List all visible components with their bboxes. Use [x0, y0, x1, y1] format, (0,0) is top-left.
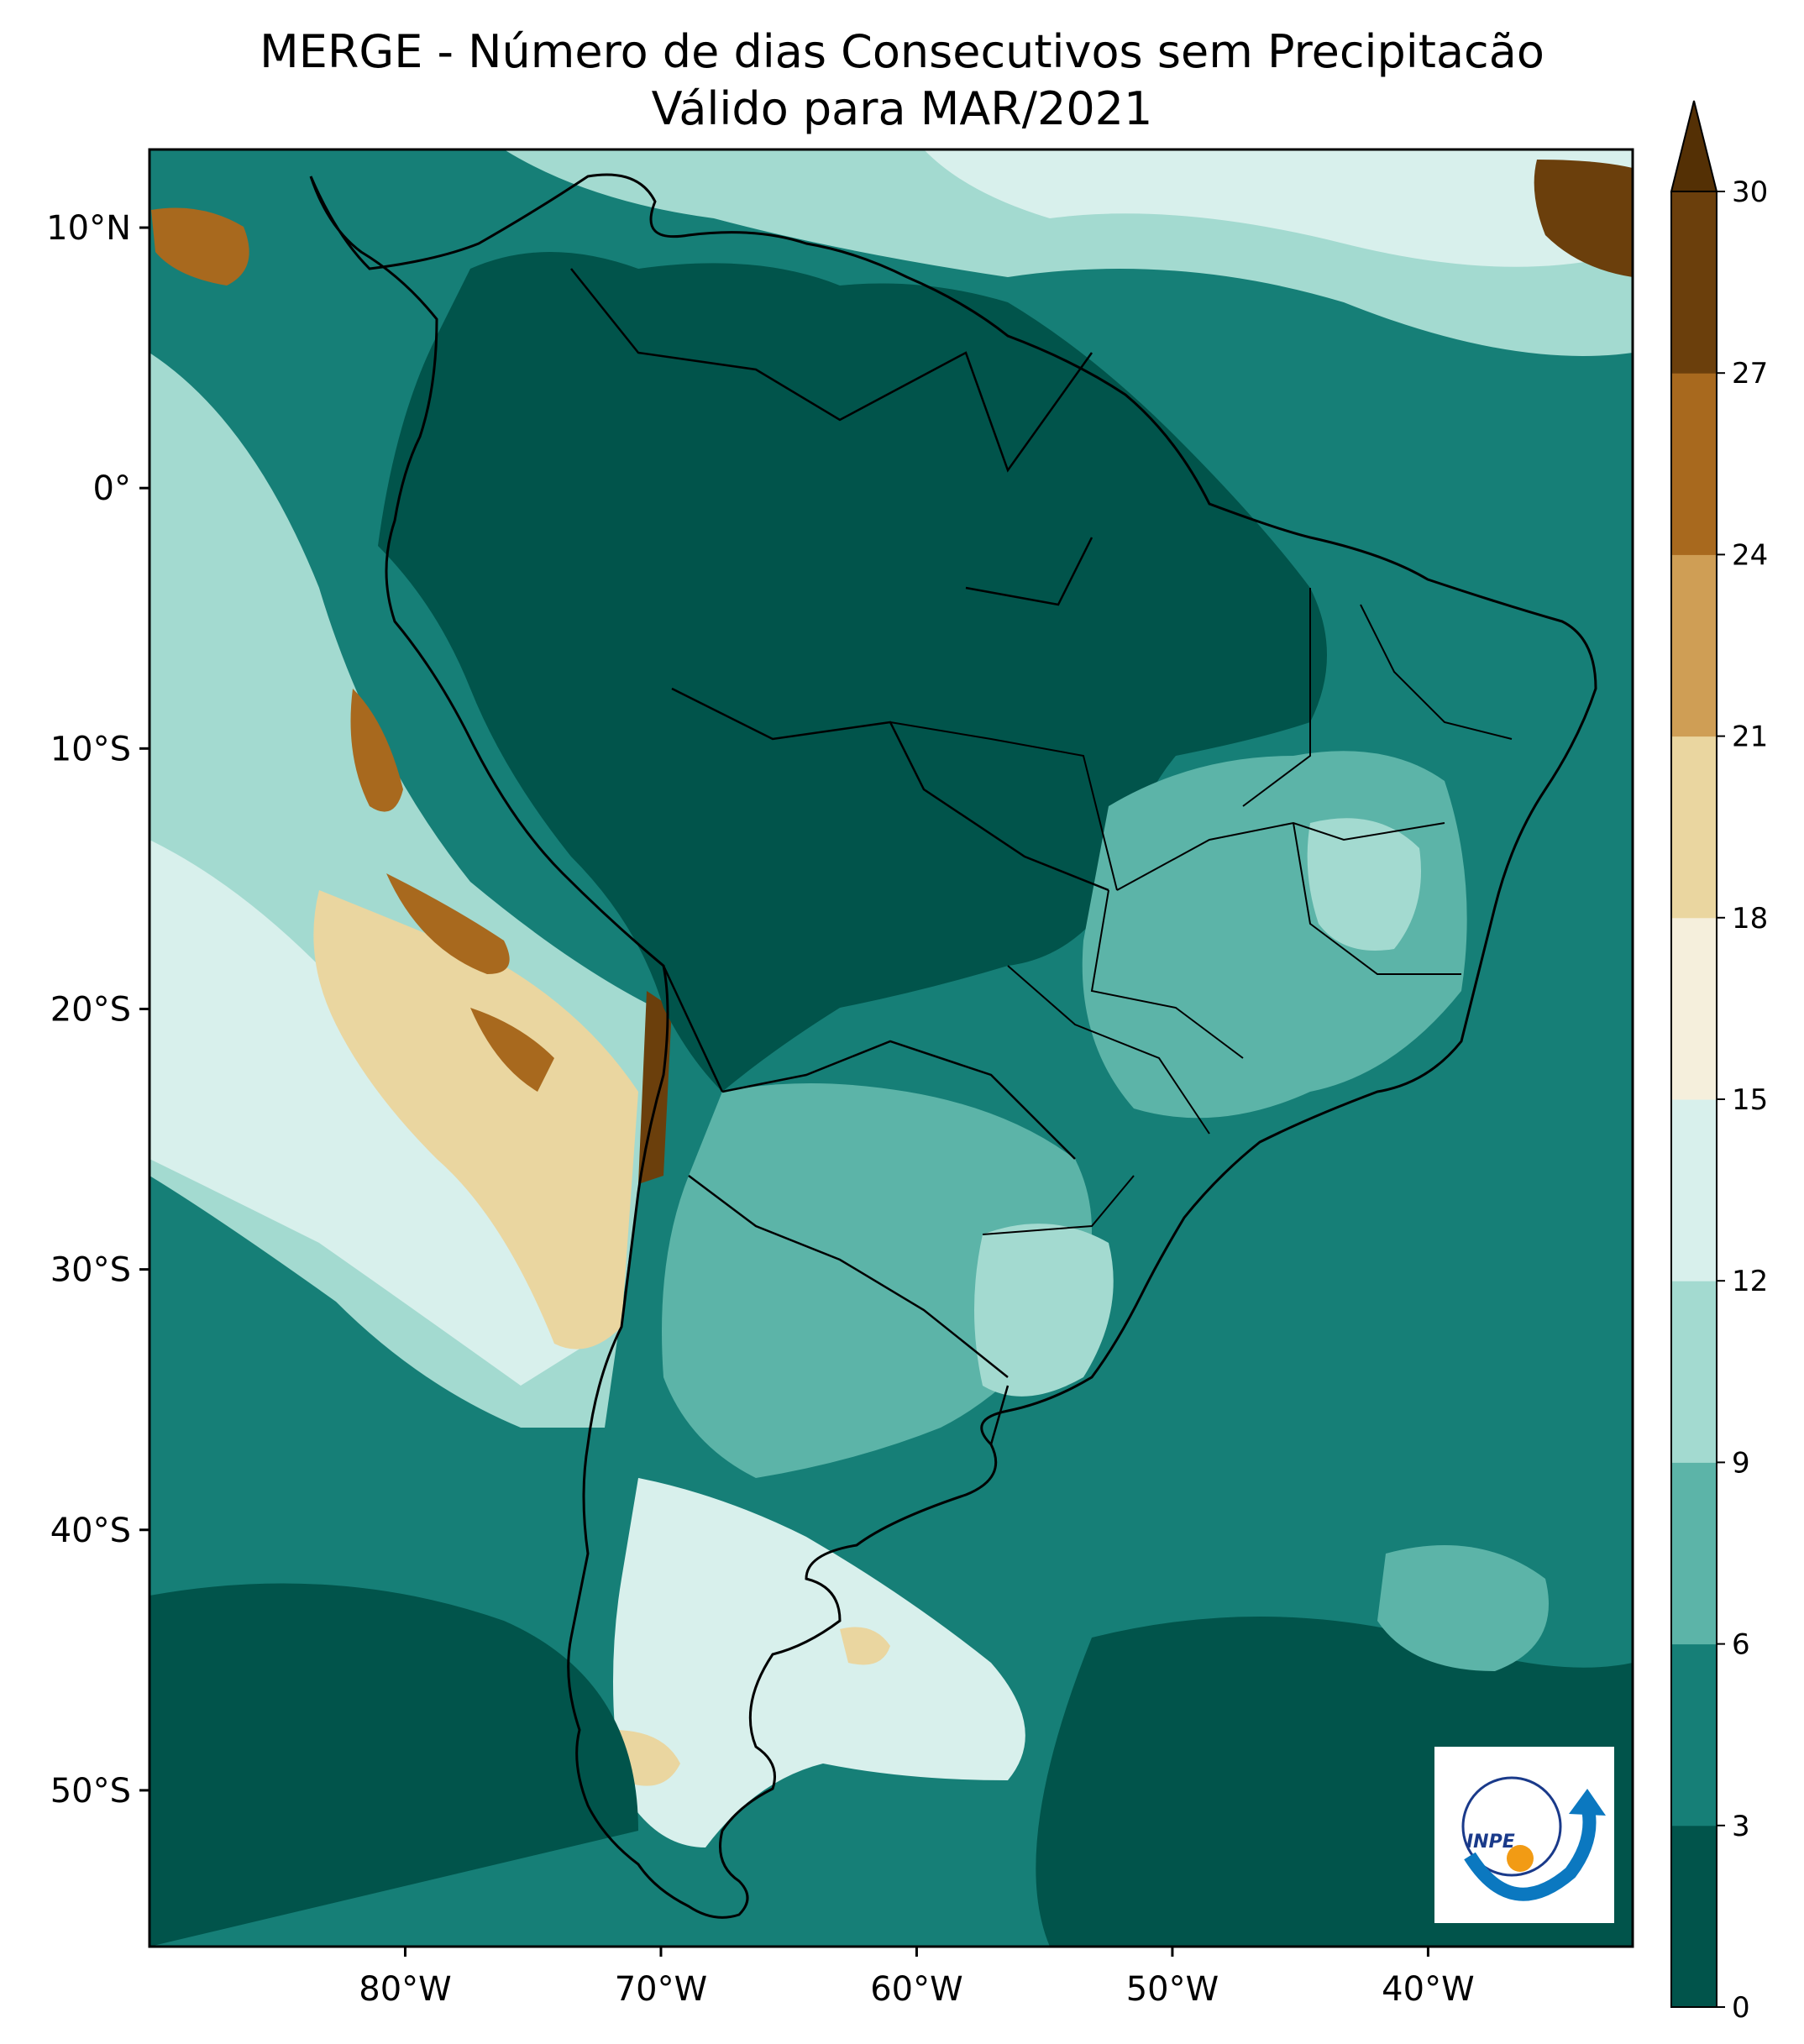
uruguay-pale [974, 1224, 1114, 1397]
colorbar-tick-label: 3 [1732, 1810, 1750, 1843]
lon-tick-label: 50°W [1126, 1970, 1219, 2009]
lon-tick-label: 80°W [359, 1970, 451, 2009]
colorbar-bin [1671, 917, 1717, 1100]
longitude-axis: 80°W 70°W 60°W 50°W 40°W [359, 1947, 1475, 2009]
lat-tick-label: 40°S [50, 1512, 131, 1550]
lat-tick-label: 20°S [50, 990, 131, 1029]
map-title-line-2: Válido para MAR/2021 [651, 82, 1153, 135]
colorbar-labels: 0 3 6 9 12 15 18 21 24 27 30 [1717, 176, 1768, 2025]
northeast-pale [1307, 818, 1421, 951]
latitude-axis: 10°N 0° 10°S 20°S 30°S 40°S 50°S [46, 209, 149, 1811]
lat-tick-label: 30°S [50, 1251, 131, 1290]
lat-tick-label: 10°N [46, 209, 131, 248]
colorbar-tick-label: 6 [1732, 1628, 1750, 1662]
patagonia-tan [613, 1627, 890, 1786]
colorbar-bin [1671, 1462, 1717, 1645]
colorbar-bin [1671, 1825, 1717, 2008]
colorbar-bin [1671, 736, 1717, 919]
southern-ocean-dark [149, 1583, 1633, 1947]
lat-tick-label: 50°S [50, 1772, 131, 1811]
colorbar-tick-label: 9 [1732, 1446, 1750, 1480]
patagonia-light [613, 1478, 1025, 1847]
pacific-tan-swath [313, 890, 638, 1350]
map-panel [149, 149, 1633, 1947]
lat-tick-label: 10°S [50, 730, 131, 768]
colorbar-bin [1671, 1099, 1717, 1281]
ne-atlantic-brown [1534, 160, 1633, 277]
colorbar-tick-label: 24 [1732, 538, 1768, 572]
colorbar-extend-arrow [1670, 100, 1718, 192]
colorbar-bin [1671, 191, 1717, 374]
pacific-pale-swath [149, 840, 588, 1386]
lon-tick-label: 70°W [615, 1970, 707, 2009]
south-america-outline [309, 173, 1597, 1919]
colorbar-tick-label: 18 [1732, 902, 1768, 936]
colorbar-bin [1671, 1643, 1717, 1826]
map-frame [148, 148, 1634, 1948]
colorbar-tick-label: 15 [1732, 1083, 1768, 1117]
lon-tick-label: 40°W [1382, 1970, 1474, 2009]
chile-coast-dark-brown [638, 991, 672, 1184]
colorbar [1670, 100, 1718, 2008]
map-title-line-1: MERGE - Número de dias Consecutivos sem … [260, 25, 1544, 78]
lat-tick-label: 0° [93, 469, 131, 508]
country-borders [570, 268, 1109, 1445]
inpe-logo-text: INPE [1466, 1832, 1515, 1853]
colorbar-tick-label: 12 [1732, 1265, 1768, 1298]
state-borders [889, 588, 1513, 1235]
colorbar-tick-label: 30 [1732, 176, 1768, 209]
colorbar-tick-label: 27 [1732, 357, 1768, 390]
colorbar-bin [1671, 373, 1717, 555]
pacific-brown-patches [350, 689, 554, 1092]
north-atlantic-light [924, 149, 1633, 267]
lon-tick-label: 60°W [870, 1970, 962, 2009]
colorbar-bin [1671, 1281, 1717, 1463]
colorbar-tick-label: 0 [1732, 1991, 1750, 2025]
colorbar-bin [1671, 554, 1717, 737]
south-atlantic-light [1377, 1545, 1549, 1671]
nw-pacific-brown [151, 207, 249, 286]
colorbar-tick-label: 21 [1732, 721, 1768, 754]
inpe-logo: INPE [1434, 1747, 1614, 1923]
